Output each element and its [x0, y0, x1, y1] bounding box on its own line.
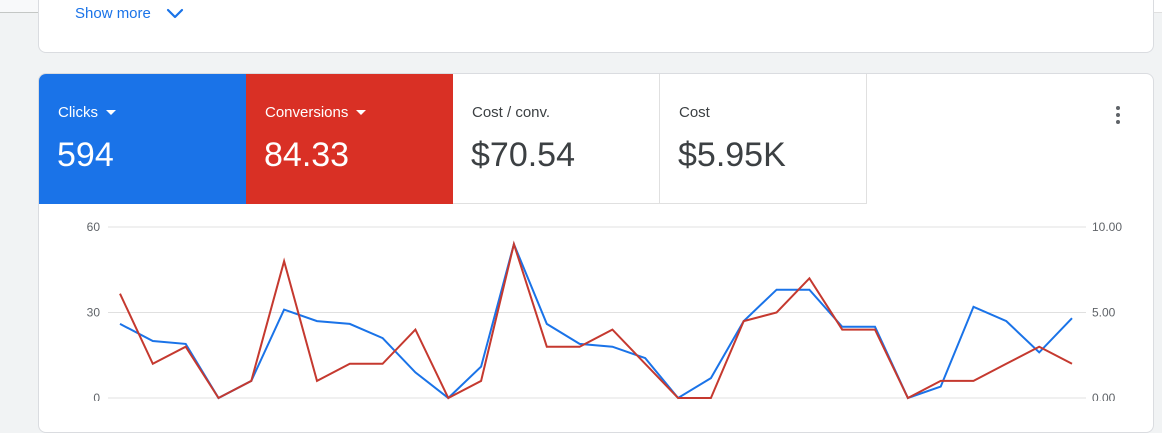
- dot: [1116, 120, 1120, 124]
- scorecard-label-text: Cost: [679, 104, 710, 121]
- scorecard-label: Clicks: [58, 104, 116, 121]
- scorecard-value: $70.54: [471, 136, 575, 174]
- scorecard-label-text: Clicks: [58, 104, 98, 121]
- show-more-link[interactable]: Show more: [75, 5, 185, 22]
- scorecard-label-text: Conversions: [265, 104, 349, 121]
- more-vert-icon[interactable]: [1107, 102, 1129, 128]
- show-more-label[interactable]: Show more: [75, 5, 151, 22]
- scorecard-label-text: Cost / conv.: [472, 104, 551, 121]
- scorecard-cost[interactable]: Cost $5.95K: [660, 74, 867, 204]
- dot: [1116, 113, 1120, 117]
- scorecard-value: $5.95K: [678, 136, 786, 174]
- dropdown-caret-icon[interactable]: [106, 110, 116, 115]
- scorecard-clicks[interactable]: Clicks 594: [39, 74, 246, 204]
- chevron-down-icon: [166, 8, 183, 18]
- dropdown-caret-icon[interactable]: [356, 110, 367, 115]
- dot: [1116, 106, 1120, 110]
- scorecard-label: Cost: [679, 104, 710, 121]
- scorecard-row: Clicks 594 Conversions 84.33 Cost / conv…: [39, 74, 867, 204]
- scorecard-label: Cost / conv.: [472, 104, 550, 121]
- scorecard-label: Conversions: [265, 104, 367, 121]
- scorecard-cost-per-conv[interactable]: Cost / conv. $70.54: [453, 74, 660, 204]
- scorecard-value: 84.33: [264, 136, 350, 174]
- scorecard-value: 594: [57, 136, 114, 174]
- filter-card: Show more: [38, 0, 1154, 53]
- scorecard-conversions[interactable]: Conversions 84.33: [246, 74, 453, 204]
- performance-card: Clicks 594 Conversions 84.33 Cost / conv…: [38, 73, 1154, 433]
